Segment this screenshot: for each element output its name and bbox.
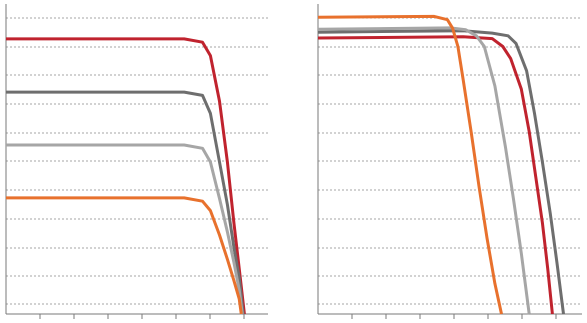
series-line-4 [6,196,243,315]
series-line-3 [317,26,531,315]
chart-left [5,4,268,319]
series-line-4 [317,14,503,315]
series-line-2 [317,29,565,315]
series-line-3 [6,143,244,315]
chart-right [317,4,582,319]
series-line-1 [317,35,554,315]
series-line-2 [6,90,245,315]
series-line-1 [6,37,246,315]
